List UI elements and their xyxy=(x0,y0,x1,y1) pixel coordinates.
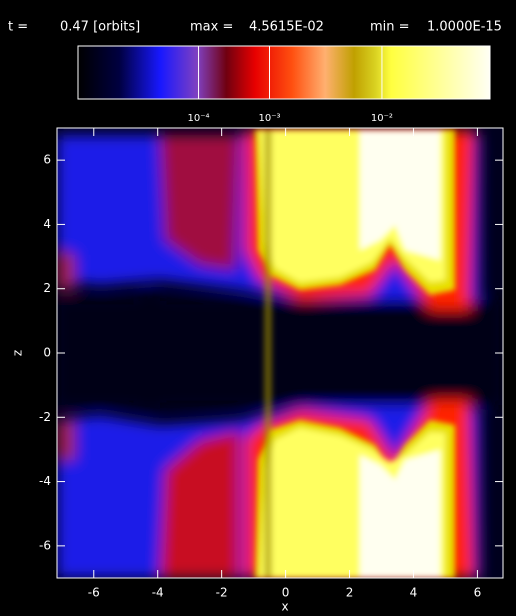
time-label: t = xyxy=(8,20,28,35)
x-tick-label: -6 xyxy=(88,586,100,600)
max-label: max = xyxy=(190,20,233,35)
y-tick-label: -4 xyxy=(39,474,51,488)
colorbar-tick-label: 10⁻² xyxy=(371,113,393,124)
x-tick-label: 0 xyxy=(282,586,290,600)
time-value: 0.47 [orbits] xyxy=(60,20,140,35)
y-tick-label: 0 xyxy=(43,346,51,360)
y-tick-label: 4 xyxy=(43,217,51,231)
colorbar-tick-label: 10⁻³ xyxy=(258,113,280,124)
x-tick-label: 4 xyxy=(410,586,418,600)
y-tick-label: -2 xyxy=(39,410,51,424)
x-tick-label: 6 xyxy=(474,586,482,600)
max-value: 4.5615E-02 xyxy=(249,20,324,35)
min-label: min = xyxy=(370,20,410,35)
colorbar-tick-label: 10⁻⁴ xyxy=(188,113,210,124)
min-value: 1.0000E-15 xyxy=(427,20,502,35)
y-axis-label: z xyxy=(11,350,25,356)
y-tick-label: -6 xyxy=(39,538,51,552)
x-tick-label: -2 xyxy=(216,586,228,600)
y-tick-label: 6 xyxy=(43,153,51,167)
x-tick-label: -4 xyxy=(152,586,164,600)
x-tick-label: 2 xyxy=(346,586,354,600)
y-tick-label: 2 xyxy=(43,281,51,295)
colorbar xyxy=(77,45,491,100)
x-axis-label: x xyxy=(281,600,288,614)
density-field xyxy=(57,128,503,578)
